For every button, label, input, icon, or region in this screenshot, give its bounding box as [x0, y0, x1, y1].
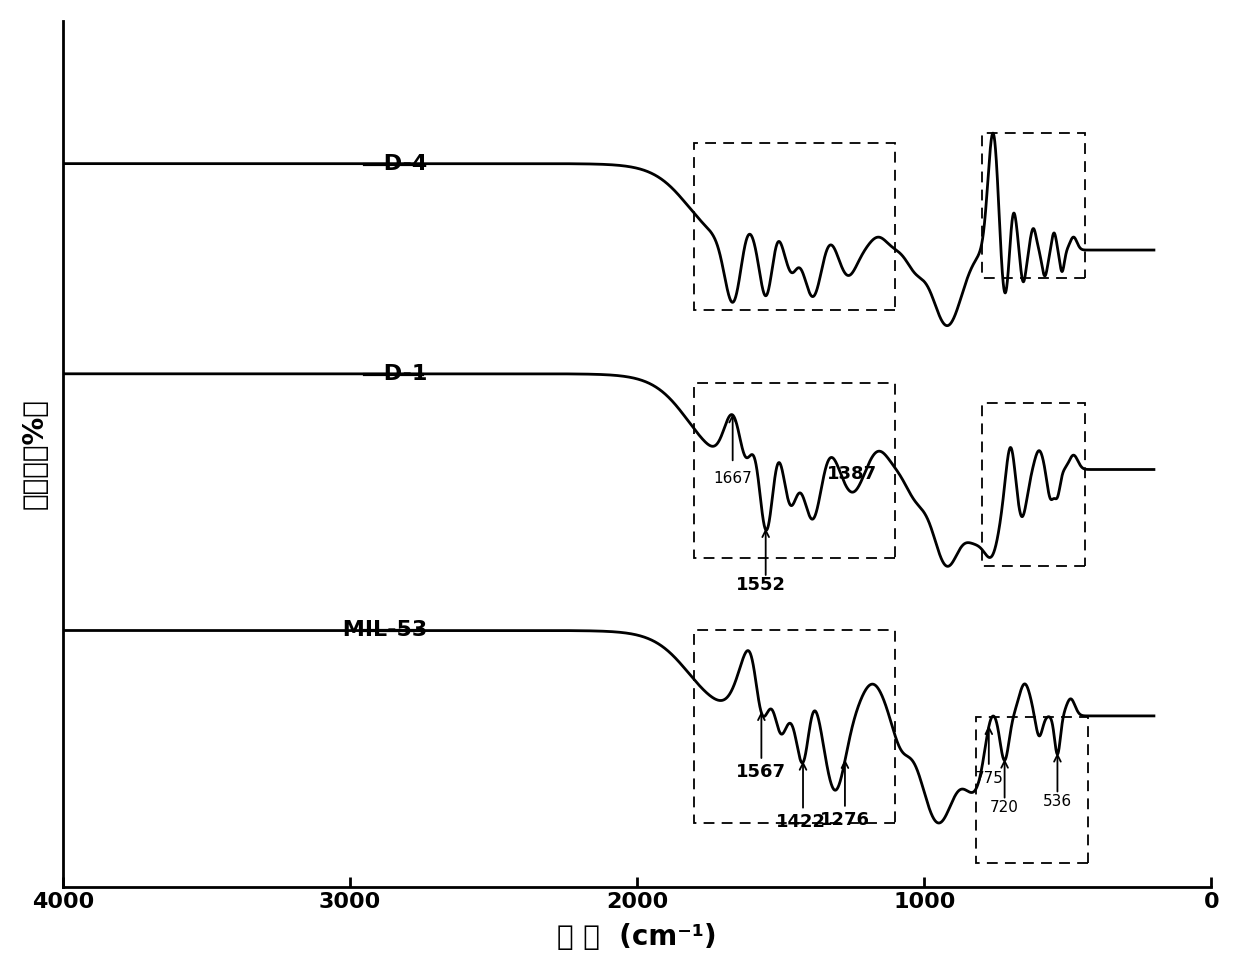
- Text: 1667: 1667: [713, 471, 751, 486]
- Bar: [694, 631, 895, 823]
- Bar: [982, 402, 1085, 567]
- Bar: [976, 717, 1087, 863]
- Bar: [694, 143, 895, 310]
- Bar: [694, 383, 895, 558]
- Text: 775: 775: [975, 771, 1003, 785]
- Text: 720: 720: [991, 800, 1019, 816]
- Text: MIL-53: MIL-53: [335, 620, 428, 641]
- Text: 1387: 1387: [827, 465, 877, 483]
- Text: 536: 536: [1043, 794, 1073, 810]
- Y-axis label: 透光度（%）: 透光度（%）: [21, 399, 48, 509]
- Text: 1422: 1422: [776, 813, 826, 830]
- Text: 1552: 1552: [735, 575, 785, 594]
- Bar: [982, 133, 1085, 278]
- Text: 1567: 1567: [737, 763, 786, 781]
- Text: D-4: D-4: [376, 154, 428, 174]
- Text: 1276: 1276: [820, 811, 870, 829]
- X-axis label: 波 长  (cm⁻¹): 波 长 (cm⁻¹): [557, 923, 717, 952]
- Text: D-1: D-1: [376, 364, 428, 384]
